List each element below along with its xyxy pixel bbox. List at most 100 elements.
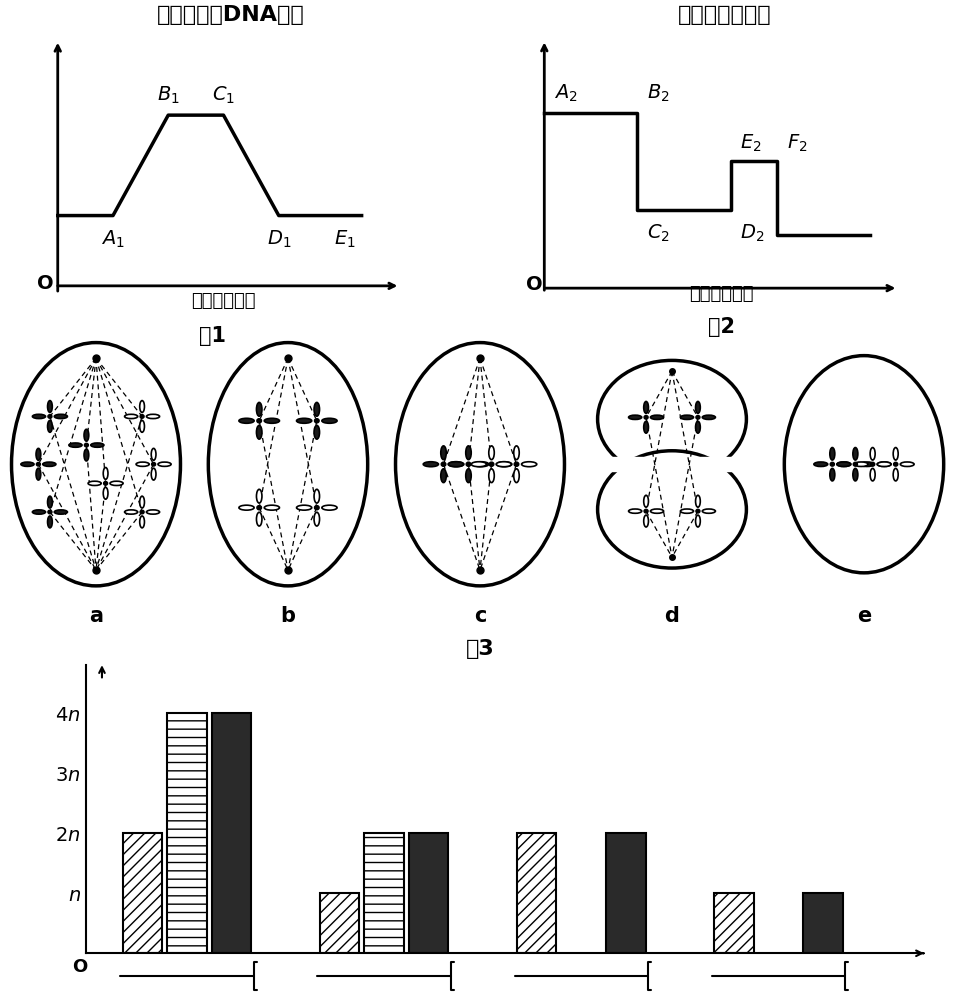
Text: O: O [526,275,542,294]
Ellipse shape [48,516,52,528]
Ellipse shape [147,509,159,514]
Ellipse shape [104,482,108,486]
Text: $A_1$: $A_1$ [101,228,125,250]
Ellipse shape [784,355,944,573]
Ellipse shape [830,463,834,466]
Ellipse shape [152,449,156,461]
Ellipse shape [152,468,156,480]
Ellipse shape [466,446,471,460]
Text: $F_2$: $F_2$ [786,132,807,154]
Ellipse shape [48,420,52,432]
Ellipse shape [467,462,470,467]
Ellipse shape [814,462,828,467]
Ellipse shape [471,462,487,467]
Text: O: O [72,958,87,976]
Ellipse shape [490,462,493,467]
Ellipse shape [84,429,88,441]
Ellipse shape [489,469,494,483]
Text: 图2: 图2 [708,318,734,338]
Text: $C_1$: $C_1$ [212,84,235,106]
Ellipse shape [489,446,494,460]
Title: 细胞中染色体数: 细胞中染色体数 [678,5,772,26]
Ellipse shape [36,463,40,466]
Ellipse shape [894,463,898,466]
Ellipse shape [644,415,648,419]
Ellipse shape [644,401,648,413]
Ellipse shape [877,462,891,467]
Ellipse shape [322,418,337,423]
Ellipse shape [315,505,319,509]
Bar [606,833,646,953]
Ellipse shape [257,505,261,509]
Ellipse shape [264,418,279,423]
Ellipse shape [91,443,104,447]
Text: $D_2$: $D_2$ [740,222,764,244]
Ellipse shape [877,462,891,467]
Ellipse shape [703,415,715,419]
Text: d: d [664,607,680,627]
Ellipse shape [852,448,858,460]
Ellipse shape [43,462,56,467]
Ellipse shape [140,496,144,508]
Title: 每条染色体DNA含量: 每条染色体DNA含量 [156,5,304,26]
Ellipse shape [36,468,40,480]
Ellipse shape [48,496,52,508]
Bar [714,894,754,953]
Text: $A_2$: $A_2$ [554,82,577,104]
Text: 细胞分裂时期: 细胞分裂时期 [689,285,754,303]
Ellipse shape [829,469,835,481]
Text: $B_1$: $B_1$ [156,84,180,106]
Ellipse shape [696,415,700,419]
Text: 细胞分裂时期: 细胞分裂时期 [191,292,255,310]
Ellipse shape [644,509,648,513]
Ellipse shape [104,488,108,499]
Ellipse shape [696,515,700,527]
Ellipse shape [703,509,715,513]
Text: b: b [280,607,296,627]
Ellipse shape [104,468,108,480]
Ellipse shape [396,343,564,586]
Ellipse shape [854,462,868,467]
Ellipse shape [256,425,262,439]
Ellipse shape [651,415,663,419]
Ellipse shape [696,496,700,507]
Ellipse shape [893,469,899,481]
Ellipse shape [88,482,101,486]
Ellipse shape [297,418,312,423]
Ellipse shape [496,462,512,467]
Ellipse shape [644,496,648,507]
Ellipse shape [837,462,851,467]
Ellipse shape [257,419,261,423]
Text: 图3: 图3 [466,639,494,659]
Ellipse shape [110,482,123,486]
Ellipse shape [644,515,648,527]
Ellipse shape [871,463,875,466]
Ellipse shape [651,509,663,513]
Ellipse shape [36,449,40,461]
Text: a: a [89,607,103,627]
Text: O: O [37,274,54,293]
Ellipse shape [860,462,874,467]
Ellipse shape [256,490,262,503]
Ellipse shape [441,469,446,483]
Text: c: c [474,607,486,627]
Ellipse shape [55,414,67,419]
Ellipse shape [152,463,156,466]
Ellipse shape [239,418,254,423]
Ellipse shape [597,360,747,478]
Ellipse shape [696,401,700,413]
Text: $C_2$: $C_2$ [647,222,670,244]
Bar [517,833,557,953]
Ellipse shape [12,343,180,586]
Ellipse shape [48,400,52,412]
Ellipse shape [423,462,439,467]
Ellipse shape [629,509,641,513]
Ellipse shape [597,451,747,568]
Ellipse shape [314,490,320,503]
Ellipse shape [696,421,700,433]
Ellipse shape [125,509,137,514]
Ellipse shape [256,512,262,526]
Ellipse shape [125,414,137,419]
Ellipse shape [69,443,82,447]
Ellipse shape [441,446,446,460]
